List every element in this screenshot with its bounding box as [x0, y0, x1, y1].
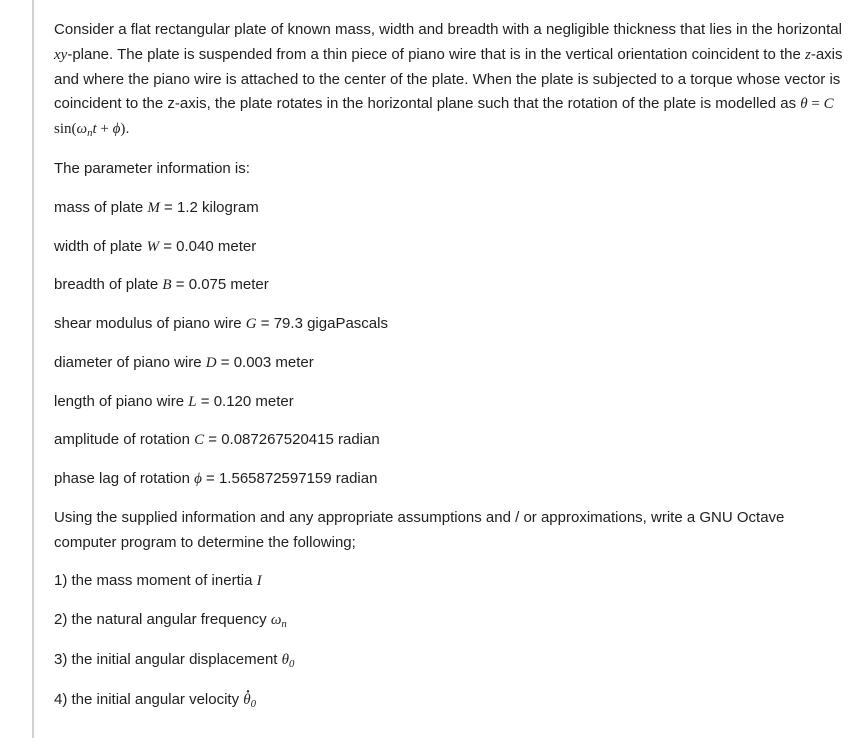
- param-phase: phase lag of rotation ϕ = 1.565872597159…: [54, 467, 848, 492]
- param-heading: The parameter information is:: [54, 157, 848, 182]
- symbol-M: M: [147, 200, 160, 216]
- symbol-I: I: [257, 573, 262, 589]
- instruction: Using the supplied information and any a…: [54, 506, 848, 556]
- intro-paragraph: Consider a flat rectangular plate of kno…: [54, 18, 848, 143]
- symbol-omega-n: ωn: [271, 612, 287, 628]
- question-1: 1) the mass moment of inertia I: [54, 569, 848, 594]
- intro-period: .: [125, 120, 129, 137]
- param-diameter: diameter of piano wire D = 0.003 meter: [54, 351, 848, 376]
- problem-statement: Consider a flat rectangular plate of kno…: [32, 0, 856, 738]
- symbol-W: W: [147, 239, 160, 255]
- symbol-phi: ϕ: [194, 471, 202, 487]
- symbol-theta-0: θ0: [282, 652, 295, 668]
- question-3: 3) the initial angular displacement θ0: [54, 648, 848, 674]
- param-length: length of piano wire L = 0.120 meter: [54, 390, 848, 415]
- param-mass: mass of plate M = 1.2 kilogram: [54, 196, 848, 221]
- question-4: 4) the initial angular velocity θ0: [54, 688, 848, 714]
- question-2: 2) the natural angular frequency ωn: [54, 608, 848, 634]
- param-breadth: breadth of plate B = 0.075 meter: [54, 273, 848, 298]
- param-amplitude: amplitude of rotation C = 0.087267520415…: [54, 428, 848, 453]
- symbol-B: B: [162, 277, 171, 293]
- intro-seg2: -plane. The plate is suspended from a th…: [67, 46, 805, 63]
- symbol-G: G: [246, 316, 257, 332]
- symbol-L: L: [188, 394, 196, 410]
- intro-seg1: Consider a flat rectangular plate of kno…: [54, 21, 842, 38]
- var-xy: xy: [54, 47, 67, 63]
- param-width: width of plate W = 0.040 meter: [54, 235, 848, 260]
- symbol-theta-dot-0: θ0: [243, 692, 256, 708]
- symbol-C: C: [194, 432, 204, 448]
- param-shear: shear modulus of piano wire G = 79.3 gig…: [54, 312, 848, 337]
- symbol-D: D: [206, 355, 217, 371]
